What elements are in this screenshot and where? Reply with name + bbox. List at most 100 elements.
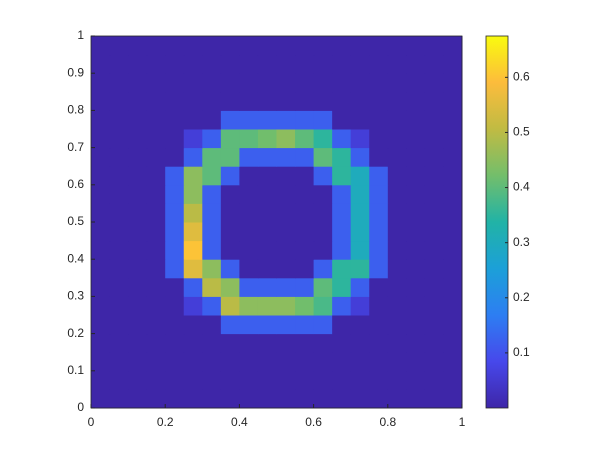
heat-cell [109, 203, 129, 223]
heat-cell [257, 129, 277, 149]
heat-cell [128, 315, 148, 335]
heat-cell [295, 370, 315, 390]
heat-cell [424, 91, 444, 111]
heat-cell [91, 370, 111, 390]
heat-cell [220, 296, 240, 316]
heat-cell [406, 333, 426, 353]
heat-cell [128, 259, 148, 279]
heat-cell [91, 73, 111, 93]
heat-cell [109, 129, 129, 149]
heat-cell [276, 166, 296, 186]
heat-cell [387, 91, 407, 111]
heat-cell [350, 184, 370, 204]
heat-cell [146, 240, 166, 260]
heat-cell [91, 333, 111, 353]
heat-cell [387, 54, 407, 74]
heat-cell [183, 222, 203, 242]
heat-cell [276, 184, 296, 204]
heat-cell [369, 333, 389, 353]
heat-cell [406, 36, 426, 56]
heat-cell [350, 389, 370, 409]
heat-cell [109, 352, 129, 372]
heat-cell [369, 54, 389, 74]
heat-cell [183, 203, 203, 223]
heat-cell [91, 54, 111, 74]
heat-cell [406, 129, 426, 149]
heat-cell [387, 129, 407, 149]
heat-cell [276, 352, 296, 372]
heat-cell [332, 296, 352, 316]
heat-cell [387, 333, 407, 353]
heat-cell [239, 296, 259, 316]
heat-cell [239, 184, 259, 204]
heat-cell [443, 91, 463, 111]
heat-cell [257, 296, 277, 316]
heat-cell [202, 370, 222, 390]
heat-cell [443, 333, 463, 353]
heat-cell [424, 166, 444, 186]
heat-cell [165, 296, 185, 316]
heat-cell [220, 184, 240, 204]
heat-cell [332, 222, 352, 242]
heat-cell [146, 166, 166, 186]
heat-cell [128, 277, 148, 297]
heat-cell [109, 277, 129, 297]
heat-cell [257, 203, 277, 223]
heat-cell [295, 110, 315, 130]
heat-cell [257, 333, 277, 353]
y-tick-label: 0.6 [67, 177, 84, 191]
heat-cell [257, 315, 277, 335]
heat-cell [369, 91, 389, 111]
y-tick-label: 0.5 [67, 214, 84, 228]
heat-cell [313, 277, 333, 297]
heat-cell [91, 166, 111, 186]
heat-cell [443, 110, 463, 130]
heat-cell [220, 222, 240, 242]
heat-cell [183, 259, 203, 279]
heat-cell [220, 166, 240, 186]
heat-cell [257, 91, 277, 111]
heat-cell [313, 315, 333, 335]
heat-cell [350, 240, 370, 260]
heat-cell [202, 277, 222, 297]
heat-cell [91, 389, 111, 409]
heat-cell [424, 370, 444, 390]
heat-cell [350, 91, 370, 111]
heat-cell [239, 315, 259, 335]
heat-cell [220, 240, 240, 260]
heat-cell [109, 259, 129, 279]
heat-cell [443, 166, 463, 186]
heat-cell [332, 91, 352, 111]
heat-cell [202, 73, 222, 93]
heat-cell [443, 389, 463, 409]
heat-cell [369, 129, 389, 149]
heat-cell [257, 222, 277, 242]
y-tick-label: 1 [77, 28, 84, 42]
heat-cell [128, 240, 148, 260]
heat-cell [387, 184, 407, 204]
heat-cell [424, 315, 444, 335]
heat-cell [257, 352, 277, 372]
heat-cell [202, 203, 222, 223]
heat-cell [295, 54, 315, 74]
heat-cell [332, 370, 352, 390]
heat-cell [350, 222, 370, 242]
x-tick-label: 0.6 [305, 415, 322, 429]
heat-cell [128, 73, 148, 93]
heat-cell [91, 91, 111, 111]
heat-cell [276, 36, 296, 56]
heat-cell [443, 296, 463, 316]
heat-cell [146, 184, 166, 204]
heat-cell [295, 352, 315, 372]
colorbar-tick-label: 0.3 [513, 235, 530, 249]
heat-cell [387, 203, 407, 223]
heat-cell [332, 129, 352, 149]
heat-cell [202, 296, 222, 316]
heat-cell [369, 203, 389, 223]
heat-cell [128, 184, 148, 204]
heat-cell [387, 36, 407, 56]
heat-cell [369, 147, 389, 167]
heat-cell [202, 240, 222, 260]
heat-cell [183, 73, 203, 93]
heat-cell [202, 36, 222, 56]
